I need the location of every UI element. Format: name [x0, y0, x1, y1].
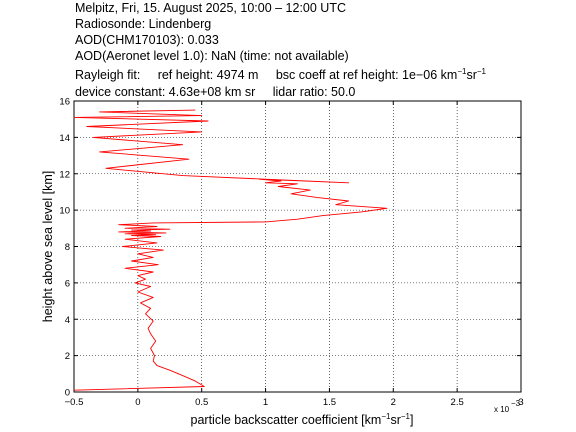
- bsc-sr-text: sr: [466, 68, 477, 82]
- x-tick-label: −0.5: [65, 397, 84, 408]
- chart-title-line-1: Melpitz, Fri, 15. August 2025, 10:00 – 1…: [75, 1, 346, 15]
- y-tick-label: 2: [65, 351, 70, 362]
- device-line: device constant: 4.63e+08 km sr lidar ra…: [75, 85, 355, 99]
- x-tick-label: 1: [263, 397, 268, 408]
- x-multiplier-exponent: −3: [511, 399, 521, 408]
- y-axis-label: height above sea level [km]: [41, 171, 55, 322]
- y-tick-label: 0: [65, 388, 70, 399]
- x-tick-label: 0.5: [195, 397, 208, 408]
- rayleigh-fit-line: Rayleigh fit: ref height: 4974 m bsc coe…: [75, 66, 486, 82]
- x-tick-label: 2.5: [451, 397, 464, 408]
- bsc-sup-1: −1: [457, 66, 467, 76]
- y-tick-label: 8: [65, 242, 70, 253]
- y-tick-label: 14: [59, 133, 70, 144]
- ref-height: ref height: 4974 m: [157, 68, 259, 82]
- y-tick-label: 6: [65, 278, 70, 289]
- x-tick-label: 0: [135, 397, 140, 408]
- bsc-coeff-text: bsc coeff at ref height: 1e−06 km: [275, 68, 458, 82]
- y-tick-label: 16: [59, 97, 70, 108]
- rayleigh-label: Rayleigh fit:: [75, 68, 141, 82]
- x-multiplier: x 10: [494, 405, 510, 414]
- chart-title-line-4: AOD(Aeronet level 1.0): NaN (time: not a…: [75, 49, 349, 63]
- bsc-sup-2: −1: [476, 66, 486, 76]
- chart-title-line-2: Radiosonde: Lindenberg: [75, 17, 212, 31]
- x-tick-label: 3: [518, 397, 523, 408]
- device-constant: device constant: 4.63e+08 km sr: [75, 85, 256, 99]
- plot-frame: [73, 100, 522, 393]
- bsc-coeff: bsc coeff at ref height: 1e−06 km−1sr−1: [275, 66, 486, 82]
- lidar-ratio: lidar ratio: 50.0: [272, 85, 356, 99]
- chart-title-line-3: AOD(CHM170103): 0.033: [75, 33, 219, 47]
- y-tick-label: 12: [59, 169, 70, 180]
- y-tick-label: 4: [65, 315, 70, 326]
- y-tick-label: 10: [59, 206, 70, 217]
- x-tick-label: 1.5: [323, 397, 336, 408]
- x-axis-label: particle backscatter coefficient [km−1sr…: [191, 412, 414, 427]
- x-tick-label: 2: [391, 397, 396, 408]
- data-series-line: [73, 109, 388, 391]
